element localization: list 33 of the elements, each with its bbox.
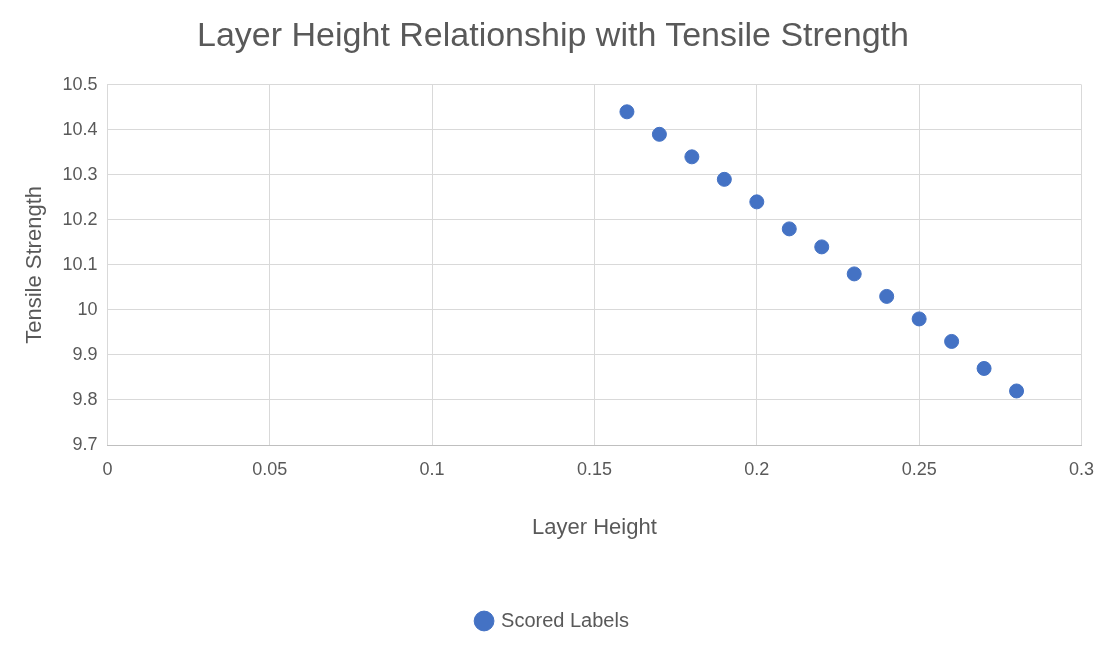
point bbox=[619, 104, 635, 120]
y-tick-label: 10.4 bbox=[62, 118, 98, 139]
point bbox=[684, 149, 700, 165]
x-tick-label: 0.3 bbox=[1068, 458, 1094, 479]
x-axis-title: Layer Height bbox=[532, 513, 657, 539]
point bbox=[879, 288, 895, 304]
x-tick-label: 0.1 bbox=[419, 458, 445, 479]
point bbox=[749, 194, 765, 210]
y-tick-label: 10.5 bbox=[62, 73, 98, 94]
y-tick-label: 10.2 bbox=[62, 208, 98, 229]
point bbox=[716, 171, 732, 187]
x-tick-label: 0.05 bbox=[252, 458, 288, 479]
y-tick-label: 9.7 bbox=[72, 433, 98, 454]
y-tick-label: 9.9 bbox=[72, 343, 98, 364]
point bbox=[976, 360, 992, 376]
y-tick-label: 10.1 bbox=[62, 253, 98, 274]
y-tick-label: 10 bbox=[77, 298, 98, 319]
y-tick-label: 10.3 bbox=[62, 163, 98, 184]
x-tick-label: 0.15 bbox=[576, 458, 612, 479]
point bbox=[911, 311, 927, 327]
y-axis-title: Tensile Strength bbox=[21, 186, 47, 344]
x-tick-label: 0 bbox=[102, 458, 113, 479]
x-tick-label: 0.25 bbox=[901, 458, 937, 479]
point bbox=[651, 126, 667, 142]
point bbox=[781, 221, 797, 237]
point bbox=[944, 333, 960, 349]
point bbox=[846, 266, 862, 282]
x-tick-label: 0.2 bbox=[744, 458, 770, 479]
y-tick-label: 9.8 bbox=[72, 388, 98, 409]
point bbox=[814, 239, 830, 255]
chart-title: Layer Height Relationship with Tensile Strength bbox=[197, 14, 909, 53]
legend-label: Scored Labels bbox=[501, 608, 629, 631]
point bbox=[1009, 383, 1025, 399]
